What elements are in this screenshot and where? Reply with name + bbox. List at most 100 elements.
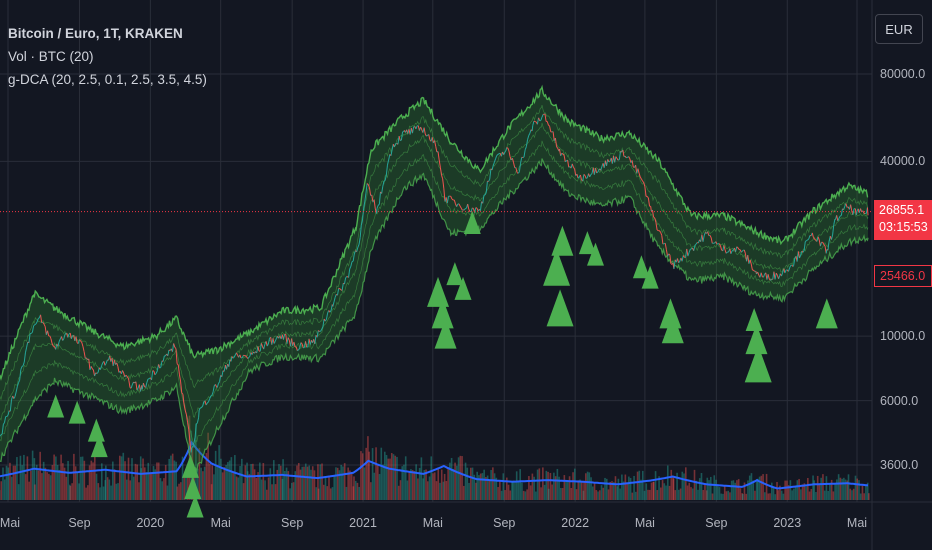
volume-bar <box>583 482 585 500</box>
volume-bar <box>315 487 318 500</box>
current-price-value: 26855.1 <box>879 203 925 217</box>
price-segment <box>533 120 536 123</box>
volume-bar <box>3 479 6 500</box>
price-segment <box>35 321 38 325</box>
signal-triangle <box>427 276 450 307</box>
price-segment <box>391 144 394 150</box>
price-segment <box>349 266 352 270</box>
volume-bar <box>343 463 346 500</box>
price-segment <box>145 382 148 388</box>
time-axis-label: Mai <box>846 516 868 530</box>
price-segment <box>155 370 158 374</box>
volume-bar <box>399 480 402 500</box>
price-segment <box>624 155 627 159</box>
volume-bar <box>127 457 130 500</box>
price-segment <box>376 205 379 209</box>
price-segment <box>750 263 753 271</box>
price-segment <box>833 219 836 225</box>
band-fill <box>0 87 868 478</box>
volume-bar <box>259 462 261 500</box>
volume-bar <box>235 476 238 500</box>
volume-bar <box>349 470 351 500</box>
gdca-band <box>0 84 869 479</box>
volume-bar <box>579 479 581 500</box>
volume-bar <box>433 472 436 500</box>
price-segment <box>40 314 43 323</box>
price-segment <box>368 187 372 196</box>
volume-bar <box>220 458 222 500</box>
price-segment <box>595 168 598 174</box>
price-axis-label: 80000.0 <box>880 67 926 81</box>
volume-bar <box>868 493 870 500</box>
price-segment <box>91 368 94 371</box>
price-segment <box>101 362 104 367</box>
price-segment <box>628 156 631 159</box>
volume-bar <box>139 456 142 500</box>
price-segment <box>668 253 671 256</box>
symbol-title[interactable]: Bitcoin / Euro, 1T, KRAKEN <box>8 26 183 41</box>
price-segment <box>488 178 491 182</box>
low-price-tag: 25466.0 <box>874 265 932 287</box>
volume-bar <box>131 458 133 500</box>
currency-button[interactable]: EUR <box>875 14 923 44</box>
price-segment <box>659 230 661 233</box>
volume-bar <box>575 489 578 500</box>
volume-indicator-label[interactable]: Vol · BTC (20) <box>8 49 94 64</box>
volume-bar <box>304 463 307 500</box>
volume-bar <box>296 465 298 500</box>
price-segment <box>561 152 564 155</box>
signal-triangle <box>744 345 772 383</box>
price-segment <box>160 360 163 368</box>
signal-triangle <box>551 225 574 256</box>
volume-bar <box>7 467 10 500</box>
volume-bar <box>782 493 785 500</box>
volume-bar <box>76 472 79 500</box>
price-axis-label: 10000.0 <box>880 329 926 344</box>
price-segment <box>528 133 531 136</box>
volume-bar <box>585 473 587 500</box>
price-segment <box>177 364 180 375</box>
volume-bar <box>228 460 231 500</box>
price-segment <box>62 338 65 341</box>
volume-bar <box>609 481 612 500</box>
price-segment <box>567 160 570 168</box>
volume-bar <box>143 467 146 500</box>
volume-bar <box>125 479 128 500</box>
price-segment <box>198 409 200 418</box>
price-segment <box>202 401 205 407</box>
price-segment <box>286 337 289 344</box>
volume-bar <box>97 483 100 500</box>
price-segment <box>482 195 485 204</box>
volume-bar <box>260 479 263 500</box>
price-segment <box>0 434 2 437</box>
price-segment <box>263 344 266 350</box>
volume-bar <box>737 479 740 500</box>
volume-bar <box>373 472 376 500</box>
price-segment <box>241 355 244 359</box>
volume-bar <box>336 467 339 500</box>
price-segment <box>23 352 26 363</box>
volume-bar <box>353 476 355 500</box>
volume-bar <box>100 463 103 500</box>
price-axis-label: 3600.0 <box>880 458 919 472</box>
volume-bar <box>281 478 284 500</box>
price-segment <box>81 342 84 347</box>
price-segment <box>633 166 635 168</box>
price-segment <box>125 374 128 377</box>
volume-bar <box>750 473 753 500</box>
volume-bar <box>597 491 599 500</box>
price-segment <box>475 207 478 209</box>
price-segment <box>168 349 171 352</box>
volume-bar <box>423 470 426 500</box>
price-segment <box>96 371 99 374</box>
price-segment <box>212 385 215 392</box>
gdca-indicator-label[interactable]: g-DCA (20, 2.5, 0.1, 2.5, 3.5, 4.5) <box>8 72 207 87</box>
price-segment <box>90 366 93 369</box>
price-segment <box>9 399 12 412</box>
price-segment <box>442 178 445 189</box>
price-segment <box>817 236 820 241</box>
price-segment <box>695 242 698 245</box>
price-segment <box>438 159 441 168</box>
price-segment <box>50 338 53 344</box>
